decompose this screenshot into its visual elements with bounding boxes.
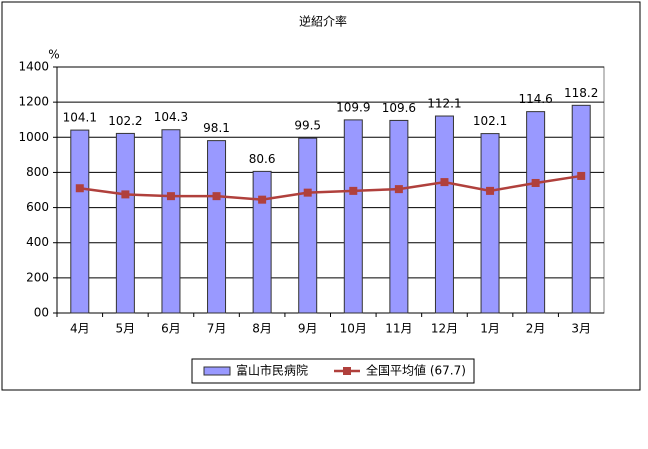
marker xyxy=(258,195,267,204)
data-label: 114.6 xyxy=(518,92,552,106)
data-label: 80.6 xyxy=(249,152,276,166)
line xyxy=(79,174,582,201)
bar xyxy=(70,129,90,314)
x-tick-label: 11月 xyxy=(385,322,412,336)
chart-title: 逆紹介率 xyxy=(299,14,347,29)
bar xyxy=(480,133,500,314)
data-label: 99.5 xyxy=(294,119,321,133)
marker xyxy=(486,186,495,195)
marker xyxy=(531,178,540,187)
bar xyxy=(343,119,363,314)
data-label: 109.9 xyxy=(336,100,370,114)
x-tick-label: 5月 xyxy=(116,322,136,336)
data-label: 104.3 xyxy=(154,110,188,124)
bar xyxy=(115,132,135,314)
bar xyxy=(526,111,546,314)
plot-area xyxy=(56,66,605,314)
marker xyxy=(75,184,84,193)
x-tick-label: 9月 xyxy=(298,322,318,336)
bar xyxy=(571,104,591,314)
legend-label: 富山市民病院 xyxy=(236,363,308,378)
legend-box xyxy=(191,358,475,384)
data-label: 118.2 xyxy=(564,86,598,100)
marker xyxy=(349,186,358,195)
data-label: 102.1 xyxy=(473,114,507,128)
x-tick-label: 1月 xyxy=(480,322,500,336)
legend-swatch xyxy=(203,366,231,376)
y-tick-label: 200 xyxy=(26,270,49,284)
x-tick-label: 10月 xyxy=(340,322,367,336)
y-tick-label: 00 xyxy=(34,306,49,320)
marker xyxy=(440,178,449,187)
y-tick-label: 400 xyxy=(26,235,49,249)
y-tick-label: 1000 xyxy=(18,130,49,144)
data-label: 109.6 xyxy=(382,101,416,115)
data-label: 112.1 xyxy=(427,97,461,111)
x-tick-label: 3月 xyxy=(571,322,591,336)
marker xyxy=(303,188,312,197)
marker xyxy=(394,185,403,194)
marker xyxy=(212,192,221,201)
data-label: 102.2 xyxy=(108,114,142,128)
bar xyxy=(161,129,181,314)
bar xyxy=(389,119,409,314)
x-tick-label: 7月 xyxy=(207,322,227,336)
x-tick-label: 8月 xyxy=(252,322,272,336)
bar xyxy=(298,137,318,314)
bar xyxy=(207,140,227,314)
marker xyxy=(166,192,175,201)
marker xyxy=(121,190,130,199)
marker xyxy=(577,171,586,180)
legend-swatch xyxy=(343,367,351,375)
x-tick-label: 2月 xyxy=(526,322,546,336)
data-label: 104.1 xyxy=(63,111,97,125)
x-tick-label: 6月 xyxy=(161,322,181,336)
y-tick-label: 800 xyxy=(26,165,49,179)
y-tick-label: 1200 xyxy=(18,95,49,109)
x-tick-label: 4月 xyxy=(70,322,90,336)
y-tick-label: 600 xyxy=(26,200,49,214)
x-tick-label: 12月 xyxy=(431,322,458,336)
bar xyxy=(434,115,454,314)
data-label: 98.1 xyxy=(203,121,230,135)
bar xyxy=(252,170,272,314)
legend-label: 全国平均値 (67.7) xyxy=(366,363,466,378)
y-axis-label: % xyxy=(48,48,59,62)
y-tick-label: 1400 xyxy=(18,60,49,74)
